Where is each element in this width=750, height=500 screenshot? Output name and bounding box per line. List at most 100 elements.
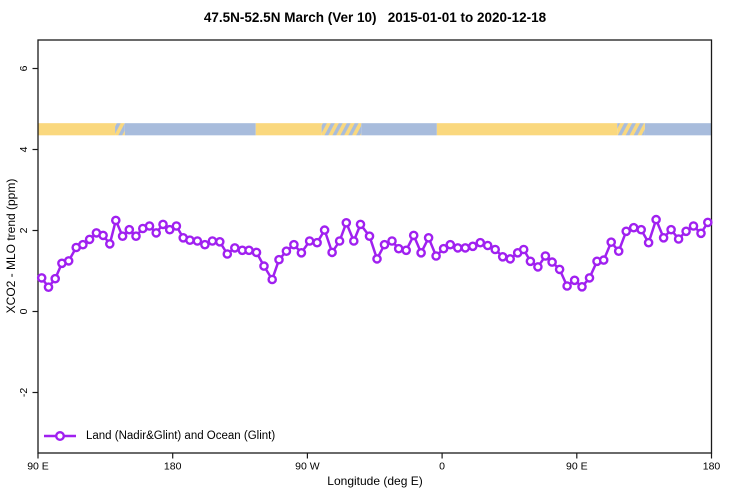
- band-segment-ocean: [644, 123, 712, 136]
- data-point: [438, 243, 449, 254]
- data-point: [681, 226, 691, 237]
- y-tick-label: 4: [18, 146, 30, 152]
- data-point: [467, 241, 478, 252]
- data-point: [372, 254, 382, 264]
- data-point: [445, 239, 456, 250]
- data-point: [387, 236, 397, 246]
- data-point: [613, 246, 624, 256]
- data-point: [222, 249, 233, 259]
- data-point: [547, 257, 557, 267]
- data-point: [124, 224, 135, 235]
- data-point: [341, 217, 352, 228]
- data-point: [200, 239, 210, 250]
- series-markers: [36, 214, 713, 293]
- data-point: [334, 236, 345, 246]
- data-point: [78, 239, 88, 250]
- band-segment-ocean: [124, 123, 256, 136]
- axis-ticks: [32, 67, 713, 459]
- y-axis-label: XCO2 - MLO trend (ppm): [4, 178, 18, 314]
- data-point: [364, 231, 375, 241]
- data-point: [131, 231, 141, 241]
- data-point: [229, 243, 240, 253]
- band-segment-mixed: [321, 123, 362, 136]
- data-point: [598, 255, 609, 265]
- data-point: [673, 234, 684, 244]
- data-point: [274, 254, 284, 265]
- chart-title: 47.5N-52.5N March (Ver 10) 2015-01-01 to…: [203, 10, 547, 25]
- data-point: [348, 236, 359, 246]
- data-point: [50, 273, 61, 284]
- data-point: [144, 221, 155, 231]
- data-point: [621, 226, 632, 237]
- data-point: [643, 237, 654, 248]
- data-point: [164, 224, 175, 235]
- data-point: [185, 235, 195, 245]
- data-point: [505, 254, 516, 264]
- data-point: [569, 275, 580, 286]
- x-tick-label: 90 W: [295, 461, 320, 473]
- data-point: [497, 251, 508, 262]
- data-point: [379, 239, 390, 250]
- data-point: [105, 239, 115, 249]
- data-point: [214, 236, 225, 247]
- data-point: [259, 261, 269, 271]
- data-point: [651, 214, 661, 225]
- data-point: [408, 230, 419, 241]
- data-point: [416, 247, 426, 258]
- data-point: [151, 228, 161, 238]
- data-point: [696, 228, 706, 239]
- x-tick-label: 90 E: [566, 461, 588, 473]
- data-point: [452, 243, 463, 253]
- data-point: [554, 264, 565, 275]
- data-point: [636, 224, 647, 235]
- data-point: [540, 251, 551, 261]
- data-point: [158, 219, 168, 230]
- data-point: [562, 281, 572, 291]
- data-point: [312, 237, 322, 248]
- x-tick-label: 0: [439, 461, 445, 473]
- band-segment-land: [255, 123, 322, 136]
- x-axis-label: Longitude (deg E): [327, 474, 423, 488]
- legend-marker-icon: [44, 431, 76, 441]
- x-tick-label: 90 E: [27, 461, 49, 473]
- band-segment-land: [436, 123, 618, 136]
- y-tick-label: 6: [18, 65, 30, 71]
- data-point: [401, 245, 412, 256]
- data-point: [281, 246, 292, 256]
- band-segment-ocean: [361, 123, 437, 136]
- data-point: [475, 237, 486, 248]
- data-point: [584, 273, 595, 283]
- data-point: [628, 222, 639, 233]
- y-tick-label: -2: [18, 388, 30, 397]
- band-segment-mixed: [115, 123, 125, 136]
- data-point: [606, 237, 617, 247]
- data-point: [98, 230, 108, 241]
- data-point: [43, 282, 54, 293]
- data-point: [533, 262, 543, 272]
- y-tick-label: 2: [18, 227, 30, 233]
- legend-label: Land (Nadir&Glint) and Ocean (Glint): [86, 430, 276, 442]
- data-point: [171, 221, 182, 231]
- data-point: [688, 221, 699, 231]
- x-tick-label: 180: [164, 461, 182, 473]
- legend: Land (Nadir&Glint) and Ocean (Glint): [43, 429, 275, 443]
- data-point: [518, 244, 529, 255]
- data-point: [577, 281, 587, 292]
- data-point: [192, 236, 203, 246]
- surface-band: [38, 123, 712, 136]
- y-tick-label: 0: [18, 308, 30, 314]
- data-point: [482, 240, 493, 251]
- data-point: [207, 236, 218, 246]
- data-point: [63, 256, 74, 266]
- data-point: [36, 273, 47, 283]
- data-point: [117, 231, 128, 241]
- data-point: [296, 247, 307, 258]
- data-point: [289, 239, 299, 250]
- data-point: [460, 243, 471, 253]
- data-point: [84, 234, 95, 245]
- data-point: [658, 232, 669, 243]
- data-point: [703, 217, 713, 228]
- data-point: [304, 236, 315, 246]
